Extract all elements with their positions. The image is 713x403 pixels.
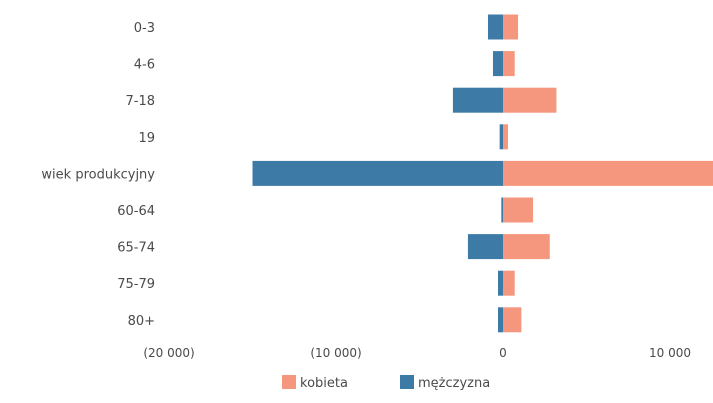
bar-mężczyzna-7-18	[452, 87, 503, 113]
bar-kobieta-4-6	[503, 51, 515, 77]
bar-kobieta-7-18	[503, 87, 557, 113]
category-label-19: 19	[138, 131, 155, 146]
bar-mężczyzna-80	[497, 307, 503, 333]
bar-kobieta-0-3	[503, 14, 519, 40]
legend-swatch-mężczyzna	[400, 375, 414, 389]
category-label-65-74: 65-74	[117, 241, 155, 256]
category-labels: 0-3 4-6 7-18 19 wiek produkcyjny 60-64 65-74 75…	[41, 21, 155, 329]
bar-mężczyzna-4-6	[492, 51, 503, 77]
legend-swatch-kobieta	[282, 375, 296, 389]
bar-kobieta-80	[503, 307, 522, 333]
bar-mężczyzna-75-79	[497, 270, 503, 296]
legend-label-mężczyzna: mężczyzna	[418, 376, 490, 391]
category-label-0-3: 0-3	[134, 21, 155, 36]
bar-kobieta-19	[503, 124, 509, 150]
bar-kobieta-wiek-produkcyjny	[503, 160, 713, 186]
legend: kobieta mężczyzna	[282, 375, 490, 391]
category-label-wiek-produkcyjny: wiek produkcyjny	[41, 167, 155, 182]
bar-mężczyzna-wiek-produkcyjny	[252, 160, 503, 186]
category-label-75-79: 75-79	[117, 277, 155, 292]
bar-mężczyzna-65-74	[467, 234, 503, 260]
x-tick-label: 0	[499, 346, 507, 360]
bar-mężczyzna-60-64	[501, 197, 503, 223]
x-axis-ticks: (20 000) (10 000) 0 10 000	[143, 346, 691, 360]
legend-label-kobieta: kobieta	[300, 376, 348, 391]
category-label-60-64: 60-64	[117, 204, 155, 219]
bar-kobieta-60-64	[503, 197, 534, 223]
bar-kobieta-65-74	[503, 234, 550, 260]
bar-kobieta-75-79	[503, 270, 515, 296]
x-tick-label: (20 000)	[143, 346, 194, 360]
bar-mężczyzna-0-3	[487, 14, 503, 40]
bar-mężczyzna-19	[499, 124, 503, 150]
category-label-80: 80+	[128, 314, 155, 329]
category-label-4-6: 4-6	[134, 58, 155, 73]
x-tick-label: 10 000	[649, 346, 691, 360]
bars	[252, 14, 713, 333]
category-label-7-18: 7-18	[125, 94, 155, 109]
x-tick-label: (10 000)	[310, 346, 361, 360]
